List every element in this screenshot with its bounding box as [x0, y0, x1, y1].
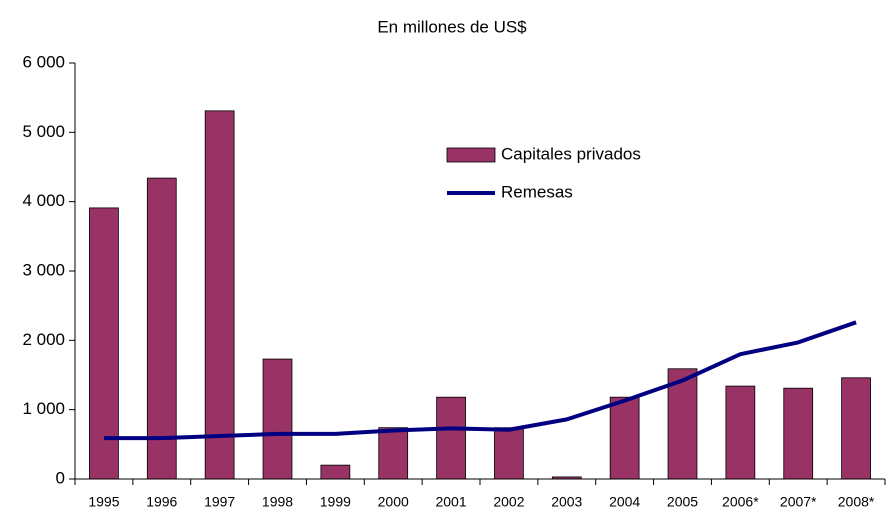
bar: [262, 358, 293, 480]
legend-label: Capitales privados: [501, 144, 641, 163]
bar: [841, 377, 871, 480]
bar: [494, 427, 524, 480]
bar: [667, 368, 698, 480]
x-tick-label: 2002: [493, 494, 524, 510]
bar: [320, 464, 351, 480]
x-tick-label: 2005: [667, 494, 698, 510]
y-tick-label: 0: [56, 468, 65, 487]
bar: [725, 385, 756, 480]
x-tick-label: 2007*: [780, 494, 817, 510]
x-tick-label: 1998: [262, 494, 293, 510]
x-tick-label: 1997: [204, 494, 235, 510]
bar: [378, 427, 409, 480]
x-tick-label: 2006*: [722, 494, 759, 510]
y-tick-label: 2 000: [22, 330, 65, 349]
line: [103, 320, 857, 441]
x-tick-label: 2003: [551, 494, 582, 510]
bar: [609, 396, 640, 480]
x-tick-label: 2004: [609, 494, 640, 510]
y-tick-label: 1 000: [22, 399, 65, 418]
y-tick-label: 5 000: [22, 122, 65, 141]
y-tick-label: 6 000: [22, 52, 65, 71]
x-tick-label: 1996: [146, 494, 177, 510]
bar: [783, 387, 814, 480]
x-tick-label: 2008*: [838, 494, 875, 510]
chart-title: En millones de US$: [377, 17, 527, 36]
y-tick-label: 4 000: [22, 191, 65, 210]
bar: [204, 110, 235, 480]
x-tick-label: 1995: [88, 494, 119, 510]
bar: [146, 177, 177, 480]
x-tick-label: 1999: [320, 494, 351, 510]
bar: [436, 396, 466, 480]
legend-label: Remesas: [501, 182, 573, 201]
y-tick-label: 3 000: [22, 260, 65, 279]
x-tick-label: 2001: [435, 494, 466, 510]
legend-swatch: [446, 147, 496, 163]
x-tick-label: 2000: [378, 494, 409, 510]
